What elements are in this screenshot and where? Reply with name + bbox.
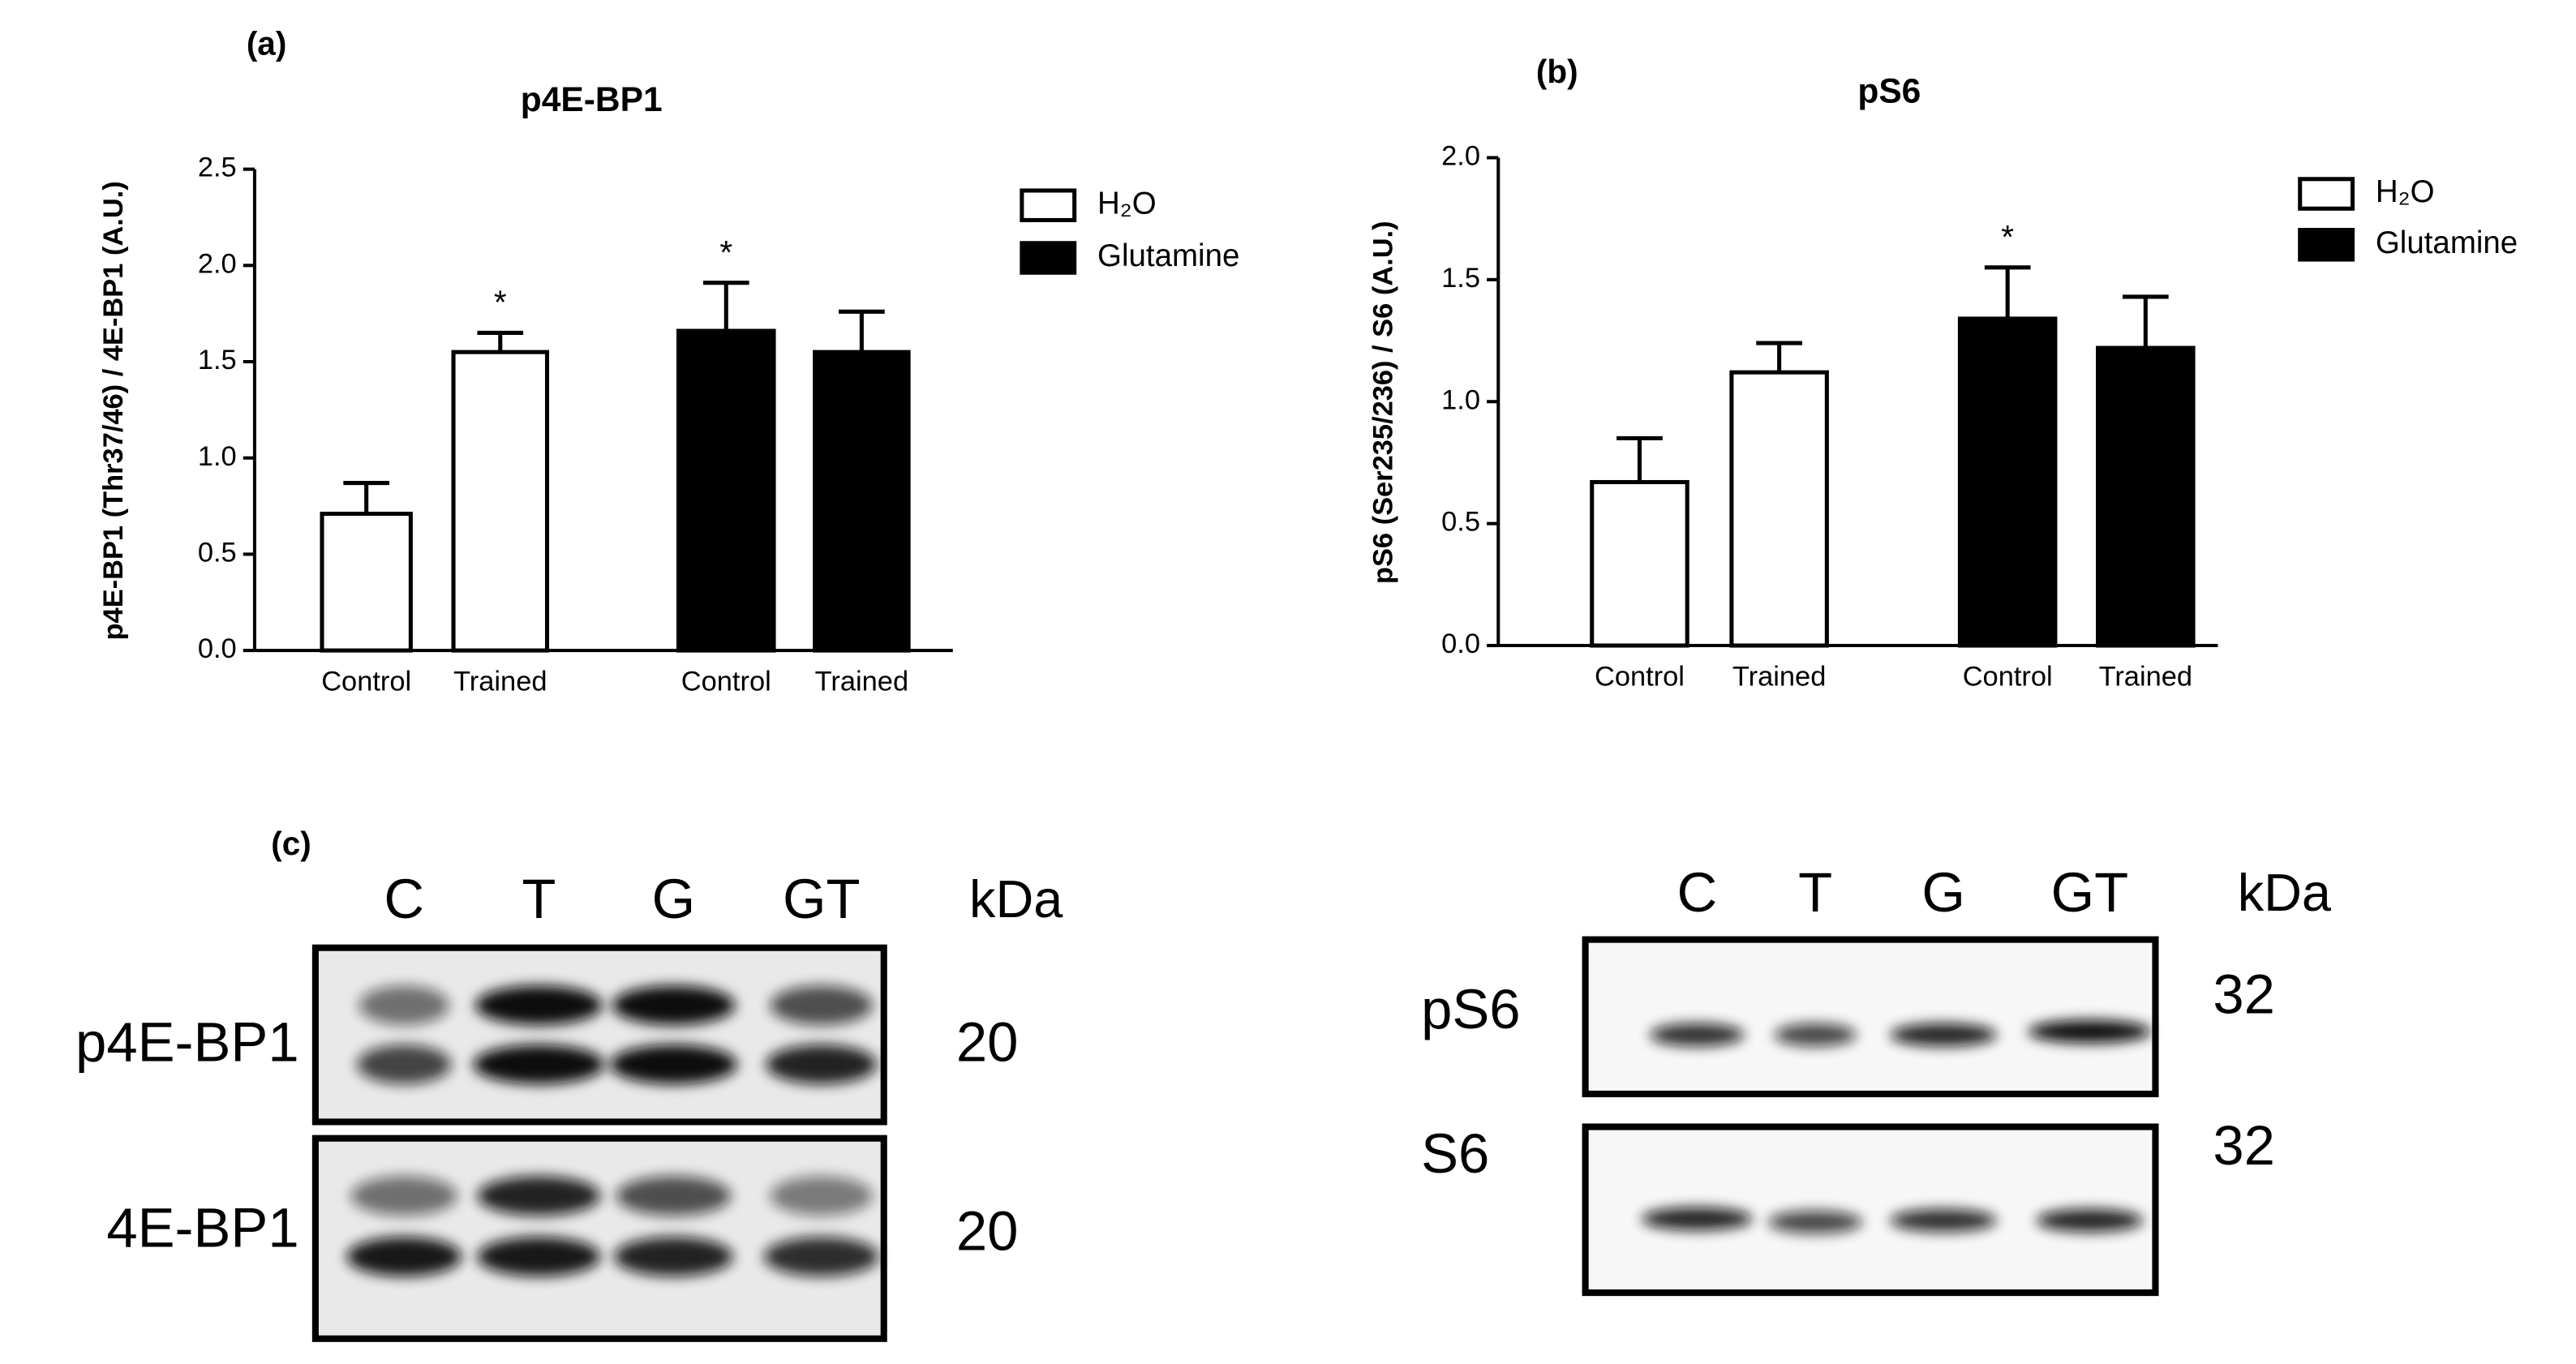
blot-band [1650,1023,1745,1047]
x-tick-label: Control [681,667,771,697]
blot-band [770,1176,874,1216]
y-tick-label: 1.5 [198,345,237,375]
blot-band [763,1237,879,1276]
legend-swatch [1020,241,1077,275]
error-bar [1984,265,2031,319]
chart-title: pS6 [1857,72,1921,111]
x-tick-label: Trained [453,667,547,697]
legend-label: H₂O [2376,174,2435,209]
chart-title: p4E-BP1 [521,80,663,119]
blot-kda: 32 [2213,1114,2275,1177]
blot-band [1774,1023,1857,1047]
error-bar [1756,341,1802,373]
x-tick-label: Control [1595,662,1685,693]
y-tick-label: 1.0 [1441,384,1480,415]
lane-label: T [522,868,556,930]
blot-band [1767,1210,1863,1234]
y-tick-label: 0.5 [1441,507,1480,538]
lane-label: GT [783,868,861,930]
y-tick-label: 0.5 [198,538,237,568]
legend-label: Glutamine [1097,238,1239,273]
kda-unit: kDa [969,869,1063,929]
y-tick-label: 1.5 [1441,263,1480,294]
bar [676,328,776,653]
blot-band [616,1176,732,1216]
bar [1590,479,1689,648]
y-tick-label: 0.0 [1441,628,1480,659]
significance: * [719,234,732,271]
blot-band [1641,1207,1753,1231]
blot-band [357,1044,452,1084]
error-bar [477,330,524,353]
x-tick-label: Control [321,667,411,697]
error-bar [839,309,885,353]
blot-band [770,985,874,1025]
y-tick-label: 1.0 [198,441,237,472]
legend-label: H₂O [1097,186,1157,221]
kda-unit: kDa [2238,863,2332,922]
legend-swatch [2298,177,2355,211]
bar [1729,370,1829,648]
lane-label: C [384,868,424,930]
blot-kda: 32 [2213,963,2275,1026]
x-tick-label: Trained [815,667,908,697]
lane-label: T [1798,861,1832,924]
bar [2096,345,2196,648]
blot-row-label: pS6 [1421,978,1521,1040]
blot-band [350,1176,458,1216]
legend-label: Glutamine [2376,225,2518,260]
blot-band [2028,1019,2152,1044]
blot-band [2036,1208,2144,1233]
lane-label: G [652,868,696,930]
y-tick-label: 2.0 [198,248,237,279]
blot-frame [1582,1123,2159,1297]
blot-frame [1582,936,2159,1098]
blot-band [609,1044,737,1084]
blot-frame [311,944,887,1126]
blot-band [358,985,449,1025]
y-axis-label: pS6 (Ser235/236) / S6 (A.U.) [1368,221,1399,584]
error-bar [343,481,390,514]
blot-kda: 20 [956,1010,1019,1073]
blot-row-label: S6 [1421,1122,1489,1185]
bar [451,350,550,653]
significance: * [2001,218,2014,255]
y-tick-label: 2.5 [198,152,237,183]
blot-band [473,1044,605,1084]
legend-swatch [1020,188,1077,222]
error-bar [2122,294,2169,349]
blot-band [477,1237,601,1276]
error-bar [702,281,749,332]
x-tick-label: Control [1963,662,2053,693]
significance: * [494,284,507,321]
bar [813,350,911,653]
bar [1957,316,2058,648]
blot-row-label: 4E-BP1 [106,1196,298,1259]
blot-band [474,985,603,1025]
legend-swatch [2298,228,2355,262]
blot-band [612,985,736,1025]
blot-band [1890,1208,1998,1233]
blot-band [1890,1023,1998,1047]
blot-kda: 20 [956,1199,1019,1262]
lane-label: G [1921,861,1965,924]
panel-label: (a) [247,24,287,62]
lane-label: GT [2051,861,2129,924]
x-tick-label: Trained [2099,662,2192,693]
bar [320,512,413,653]
blot-band [766,1044,878,1084]
blot-band [614,1237,733,1276]
lane-label: C [1677,861,1717,924]
blot-row-label: p4E-BP1 [75,1010,299,1073]
y-tick-label: 2.0 [1441,141,1480,172]
blot-band [346,1237,462,1276]
error-bar [1616,435,1663,483]
panel-label: (c) [271,825,311,862]
panel-label: (b) [1536,53,1578,90]
blot-band [477,1176,601,1216]
y-tick-label: 0.0 [198,633,237,664]
x-tick-label: Trained [1732,662,1826,693]
y-axis-label: p4E-BP1 (Thr37/46) / 4E-BP1 (A.U.) [98,181,129,640]
